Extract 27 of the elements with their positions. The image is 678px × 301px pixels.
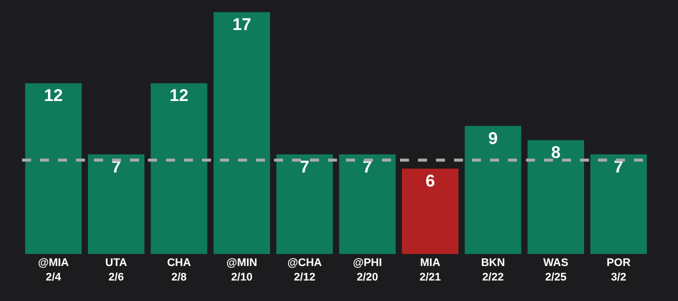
- x-tick-label: UTA 2/6: [105, 257, 128, 284]
- bar: [25, 83, 82, 254]
- bar: [150, 83, 208, 254]
- x-tick-label: @MIA 2/4: [38, 257, 69, 284]
- data-label: 17: [232, 15, 252, 34]
- data-label: 7: [300, 157, 310, 176]
- bar: [402, 168, 458, 254]
- bar: [339, 154, 396, 254]
- bar: [88, 154, 144, 254]
- data-label: 9: [488, 128, 498, 148]
- data-label: 6: [425, 172, 435, 191]
- x-tick-label: WAS 2/25: [543, 257, 568, 284]
- bar: [464, 126, 522, 254]
- data-label: 12: [44, 86, 63, 106]
- bar: [590, 154, 647, 254]
- bar: [528, 140, 584, 254]
- bar: [276, 154, 333, 254]
- x-tick-label: BKN 2/22: [481, 257, 505, 284]
- x-tick-label: POR 3/2: [606, 257, 631, 284]
- bar: [214, 12, 270, 254]
- x-tick-label: @CHA 2/12: [287, 257, 322, 284]
- x-tick-label: @MIN 2/10: [226, 257, 258, 284]
- x-tick-label: @PHI 2/20: [352, 257, 382, 284]
- data-label: 8: [551, 143, 561, 162]
- x-tick-label: CHA 2/8: [167, 257, 191, 284]
- data-label: 12: [170, 86, 188, 106]
- x-tick-label: MIA 2/21: [419, 257, 441, 284]
